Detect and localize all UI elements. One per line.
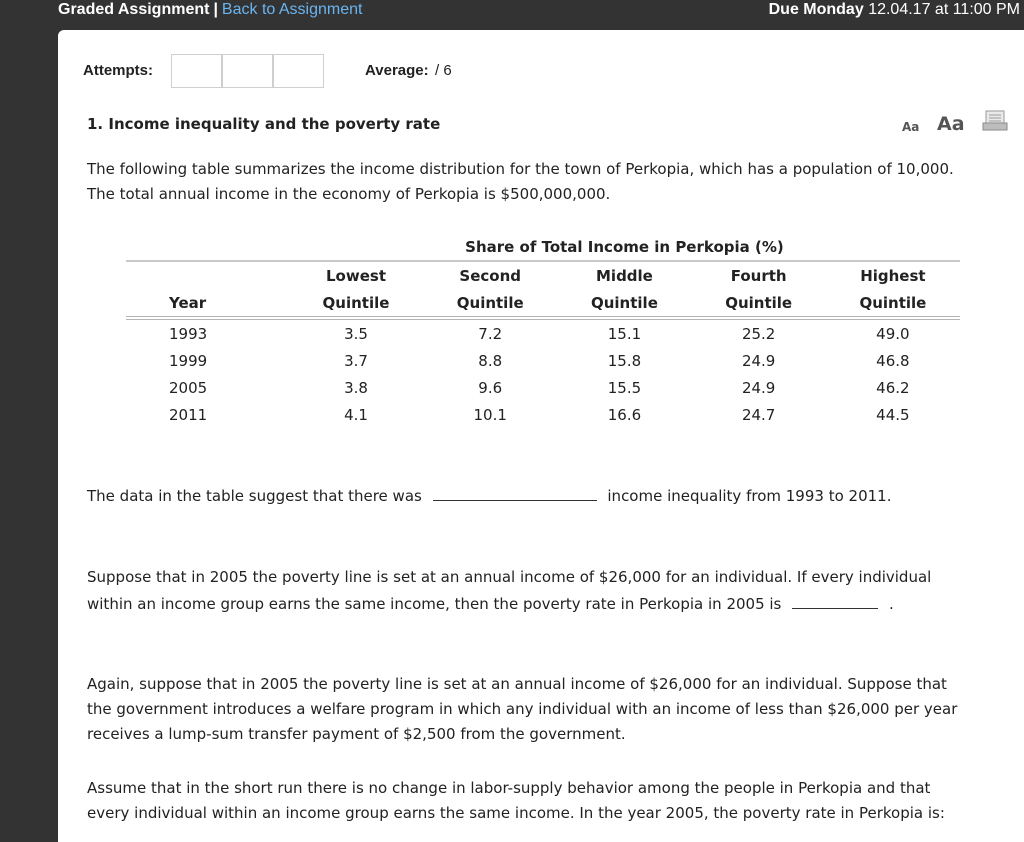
average-label: Average:	[365, 62, 429, 79]
part1-paragraph: The data in the table suggest that there…	[87, 482, 987, 509]
part4-line-2: every individual within an income group …	[87, 804, 945, 822]
part2-line-2: within an income group earns the same in…	[87, 595, 782, 613]
table-cell: 24.9	[741, 378, 776, 397]
income-table: Share of Total Income in Perkopia (%) Lo…	[126, 234, 960, 428]
part1-text-before: The data in the table suggest that there…	[87, 487, 422, 505]
table-cell: 44.5	[876, 405, 910, 424]
back-to-assignment-link[interactable]: Back to Assignment	[221, 1, 363, 18]
question-title: 1. Income inequality and the poverty rat…	[87, 115, 441, 133]
table-cell: 15.5	[607, 378, 642, 397]
table-cell: 49.0	[876, 324, 910, 343]
font-size-small-button[interactable]: Aa	[902, 120, 920, 134]
col-header-quintile: Quintile	[557, 290, 692, 320]
table-cell: 24.9	[741, 351, 776, 370]
average-value: / 6	[435, 62, 452, 79]
table-cell: 4.1	[344, 405, 368, 424]
col-header-quintile: Quintile	[825, 290, 960, 320]
due-prefix: Due Monday	[768, 1, 864, 18]
attempt-box-1	[171, 54, 222, 88]
table-row: 2011 4.1 10.1 16.6 24.7 44.5	[126, 401, 960, 428]
attempts-label: Attempts:	[83, 62, 153, 79]
col-header-quintile: Quintile	[288, 290, 424, 320]
part1-text-after: income inequality from 1993 to 2011.	[607, 487, 892, 505]
year-cell: 1999	[169, 351, 208, 370]
table-cell: 46.2	[876, 378, 910, 397]
col-header-middle: Middle	[596, 267, 653, 285]
attempt-box-3	[273, 54, 324, 88]
year-cell: 1993	[169, 324, 208, 343]
part2-line-2-wrap: within an income group earns the same in…	[87, 590, 987, 617]
table-header-row-2: Year Quintile Quintile Quintile Quintile…	[126, 290, 960, 320]
part4-line-1: Assume that in the short run there is no…	[87, 779, 931, 797]
part3-line-3: receives a lump-sum transfer payment of …	[87, 725, 626, 743]
table-row: 2005 3.8 9.6 15.5 24.9 46.2	[126, 374, 960, 401]
intro-line-1: The following table summarizes the incom…	[87, 160, 954, 178]
top-bar: Graded Assignment | Back to Assignment Due…	[0, 0, 1024, 22]
part2-line-1: Suppose that in 2005 the poverty line is…	[87, 568, 932, 586]
intro-line-2: The total annual income in the economy o…	[87, 185, 611, 203]
table-cell: 25.2	[741, 324, 776, 343]
part2-period: .	[888, 595, 894, 613]
col-header-year: Year	[126, 290, 289, 320]
table-caption-row: Share of Total Income in Perkopia (%)	[126, 234, 960, 262]
table-cell: 8.8	[478, 351, 503, 370]
attempt-box-2	[222, 54, 273, 88]
year-cell: 2011	[169, 405, 208, 424]
print-icon[interactable]	[982, 110, 1008, 132]
table-cell: 3.8	[344, 378, 368, 397]
table-row: 1999 3.7 8.8 15.8 24.9 46.8	[126, 347, 960, 374]
year-cell: 2005	[169, 378, 208, 397]
part3-line-2: the government introduces a welfare prog…	[87, 700, 958, 718]
col-header-fourth: Fourth	[730, 267, 787, 285]
part2-paragraph: Suppose that in 2005 the poverty line is…	[87, 565, 987, 617]
table-caption: Share of Total Income in Perkopia (%)	[288, 234, 960, 262]
table-cell: 16.6	[607, 405, 642, 424]
due-date-value: 12.04.17 at 11:00 PM	[868, 1, 1020, 18]
assignment-title: Graded Assignment	[58, 1, 210, 18]
col-header-quintile: Quintile	[423, 290, 558, 320]
part4-paragraph: Assume that in the short run there is no…	[87, 776, 987, 826]
table-cell: 3.7	[344, 351, 368, 370]
col-header-second: Second	[459, 267, 522, 285]
table-cell: 46.8	[876, 351, 910, 370]
intro-paragraph: The following table summarizes the incom…	[87, 157, 987, 207]
part3-line-1: Again, suppose that in 2005 the poverty …	[87, 675, 947, 693]
table-cell: 3.5	[344, 324, 368, 343]
table-cell: 24.7	[741, 405, 776, 424]
table-header-row-1: Lowest Second Middle Fourth Highest	[126, 261, 960, 290]
table-row: 1993 3.5 7.2 15.1 25.2 49.0	[126, 318, 960, 347]
header-separator: |	[213, 1, 218, 18]
table-cell: 7.2	[478, 324, 503, 343]
inequality-answer-dropdown[interactable]	[432, 482, 597, 501]
table-cell: 15.1	[607, 324, 642, 343]
table-cell: 9.6	[478, 378, 503, 397]
table-cell: 15.8	[607, 351, 642, 370]
header-left: Graded Assignment | Back to Assignment	[58, 1, 362, 19]
part3-paragraph: Again, suppose that in 2005 the poverty …	[87, 672, 987, 747]
table-cell: 10.1	[473, 405, 507, 424]
font-size-large-button[interactable]: Aa	[937, 113, 965, 135]
poverty-rate-answer-dropdown[interactable]	[792, 590, 879, 609]
col-header-quintile: Quintile	[691, 290, 826, 320]
col-header-highest: Highest	[860, 267, 926, 285]
col-header-lowest: Lowest	[326, 267, 386, 285]
due-date: Due Monday 12.04.17 at 11:00 PM	[769, 1, 1020, 19]
assignment-card: Attempts: Average: / 6 1. Income inequal…	[58, 30, 1024, 842]
